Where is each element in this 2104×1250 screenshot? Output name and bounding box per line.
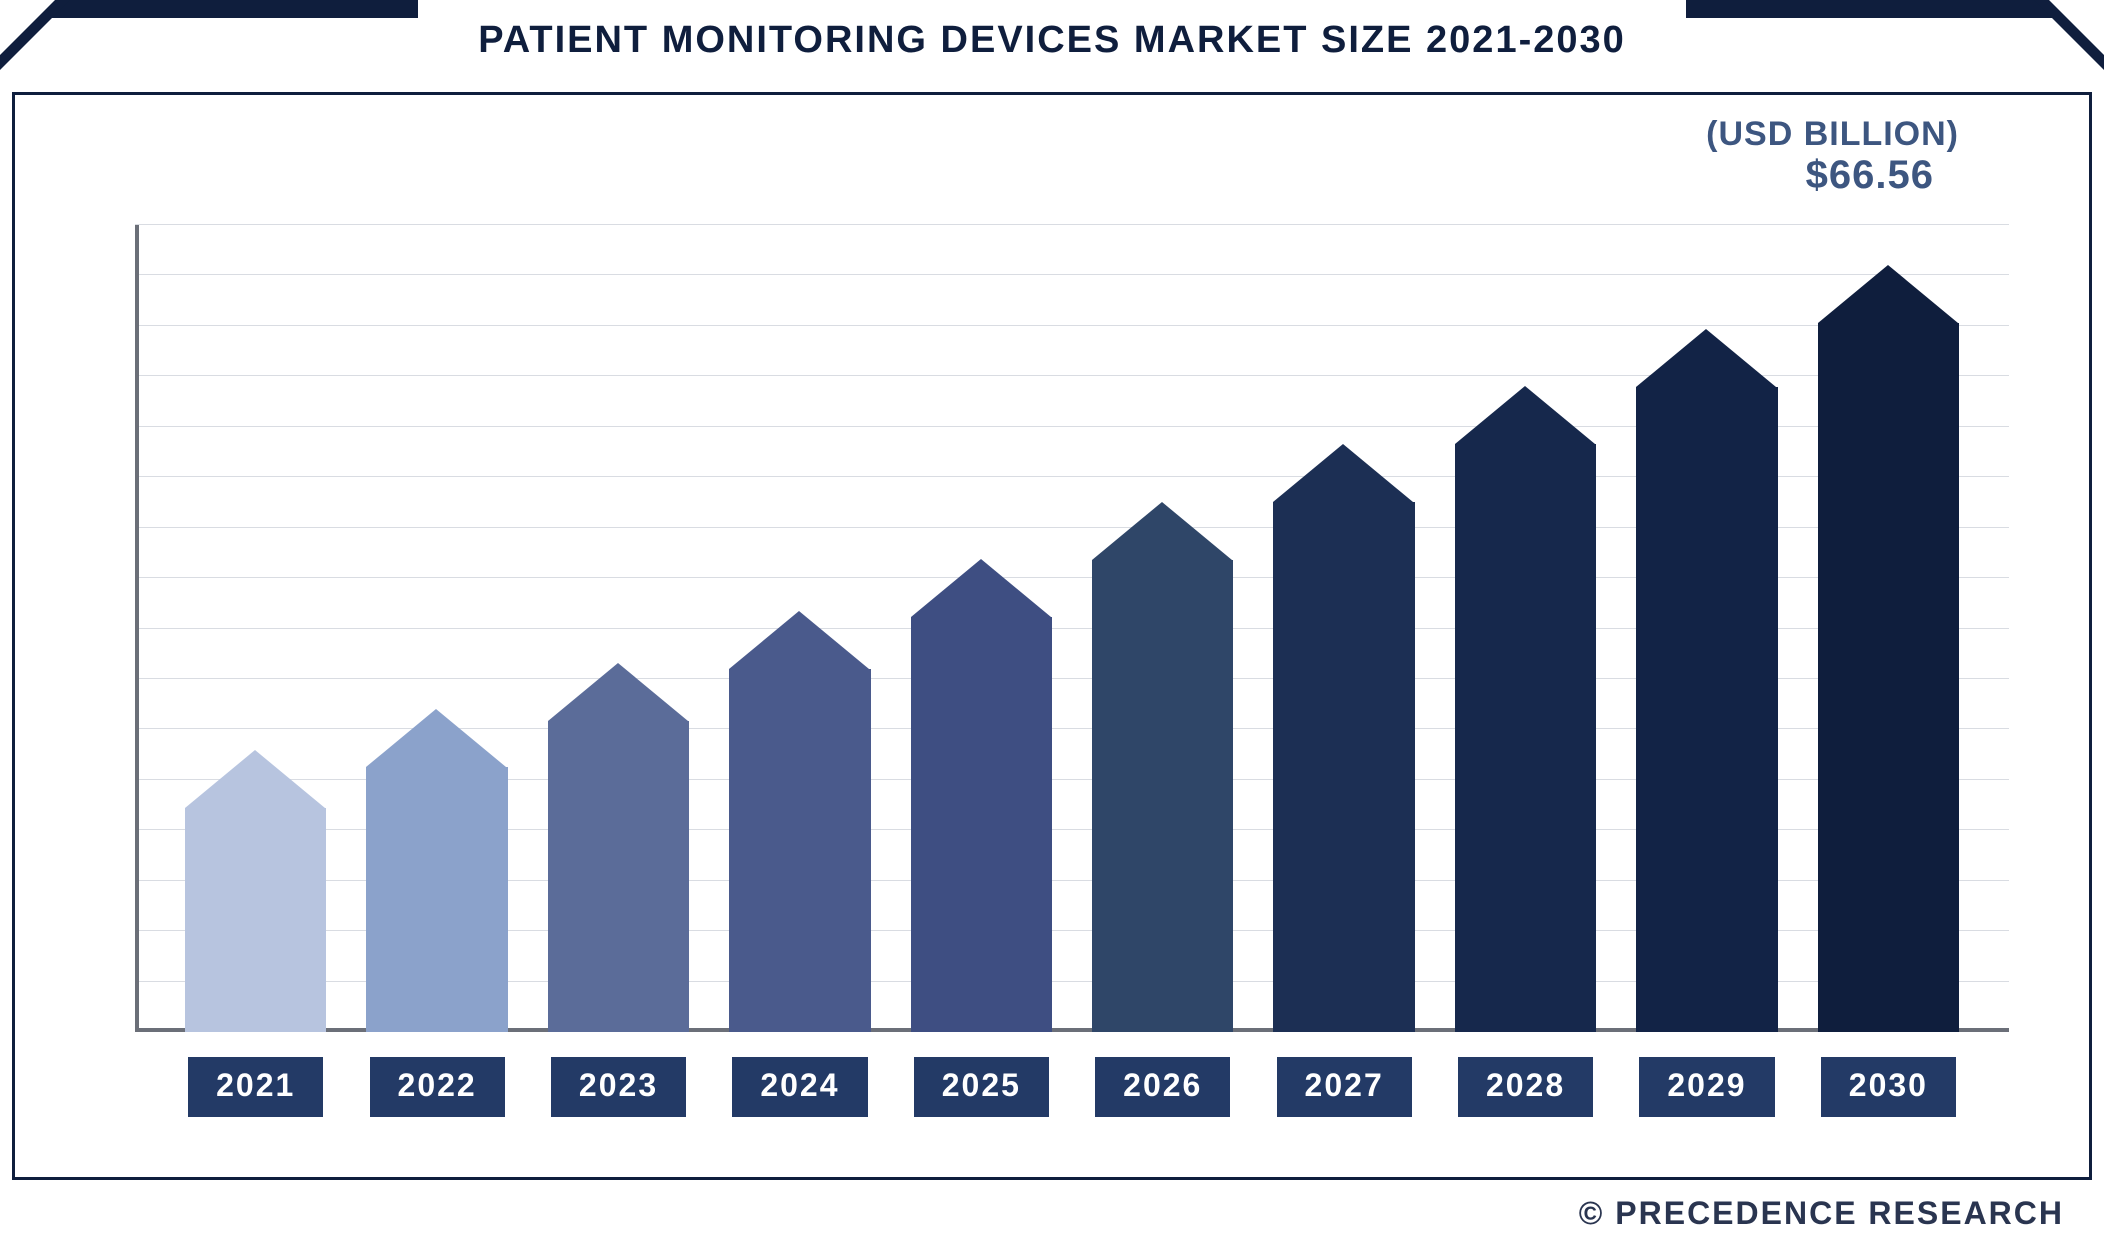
bar-2028 (1435, 225, 1616, 1032)
x-label-2024: 2024 (709, 1057, 890, 1117)
x-label-text: 2022 (370, 1057, 505, 1117)
bar-body (1273, 502, 1414, 1032)
x-label-text: 2025 (914, 1057, 1049, 1117)
bar-shape (1818, 323, 1959, 1032)
title-wrap: PATIENT MONITORING DEVICES MARKET SIZE 2… (418, 0, 1686, 80)
bar-2021 (165, 225, 346, 1032)
bar-body (1092, 560, 1233, 1032)
x-label-text: 2023 (551, 1057, 686, 1117)
bar-2022 (346, 225, 527, 1032)
x-label-2027: 2027 (1253, 1057, 1434, 1117)
peak-value-label: $66.56 (1806, 153, 1934, 198)
title-banner: PATIENT MONITORING DEVICES MARKET SIZE 2… (0, 0, 2104, 80)
bar-body (185, 808, 326, 1032)
unit-label: (USD BILLION) (1706, 115, 1959, 154)
chart-frame: (USD BILLION) $66.56 2021202220232024202… (12, 92, 2092, 1180)
bar-2024 (709, 225, 890, 1032)
bar-body (1818, 323, 1959, 1032)
bar-shape (729, 669, 870, 1032)
bar-body (911, 617, 1052, 1032)
bar-2026 (1072, 225, 1253, 1032)
bar-shape (1636, 387, 1777, 1032)
bar-shape (911, 617, 1052, 1032)
notch-right (2049, 0, 2104, 55)
x-labels: 2021 2022 2023 2024 2025 2026 2027 2028 2029 2030 (135, 1057, 2009, 1117)
bar-shape (1273, 502, 1414, 1032)
notch-left (0, 0, 55, 55)
x-label-2030: 2030 (1798, 1057, 1979, 1117)
x-label-text: 2029 (1639, 1057, 1774, 1117)
bars-container (135, 225, 2009, 1032)
x-label-2025: 2025 (891, 1057, 1072, 1117)
bar-body (729, 669, 870, 1032)
bar-2023 (528, 225, 709, 1032)
bar-shape (1455, 444, 1596, 1032)
x-label-2026: 2026 (1072, 1057, 1253, 1117)
x-label-text: 2021 (188, 1057, 323, 1117)
bar-shape (1092, 560, 1233, 1032)
x-label-2021: 2021 (165, 1057, 346, 1117)
x-label-text: 2026 (1095, 1057, 1230, 1117)
bar-shape (366, 767, 507, 1032)
bar-2027 (1253, 225, 1434, 1032)
x-label-text: 2027 (1277, 1057, 1412, 1117)
x-label-2028: 2028 (1435, 1057, 1616, 1117)
bar-body (366, 767, 507, 1032)
chart-title: PATIENT MONITORING DEVICES MARKET SIZE 2… (478, 19, 1626, 62)
plot-area (135, 225, 2009, 1032)
x-label-text: 2030 (1821, 1057, 1956, 1117)
bar-body (548, 721, 689, 1032)
bar-2030 (1798, 225, 1979, 1032)
x-label-text: 2024 (732, 1057, 867, 1117)
bar-2025 (891, 225, 1072, 1032)
bar-body (1636, 387, 1777, 1032)
bar-shape (548, 721, 689, 1032)
x-label-2022: 2022 (346, 1057, 527, 1117)
x-label-text: 2028 (1458, 1057, 1593, 1117)
bar-2029 (1616, 225, 1797, 1032)
copyright: © PRECEDENCE RESEARCH (1579, 1195, 2064, 1232)
x-label-2029: 2029 (1616, 1057, 1797, 1117)
bar-body (1455, 444, 1596, 1032)
bar-shape (185, 808, 326, 1032)
x-label-2023: 2023 (528, 1057, 709, 1117)
